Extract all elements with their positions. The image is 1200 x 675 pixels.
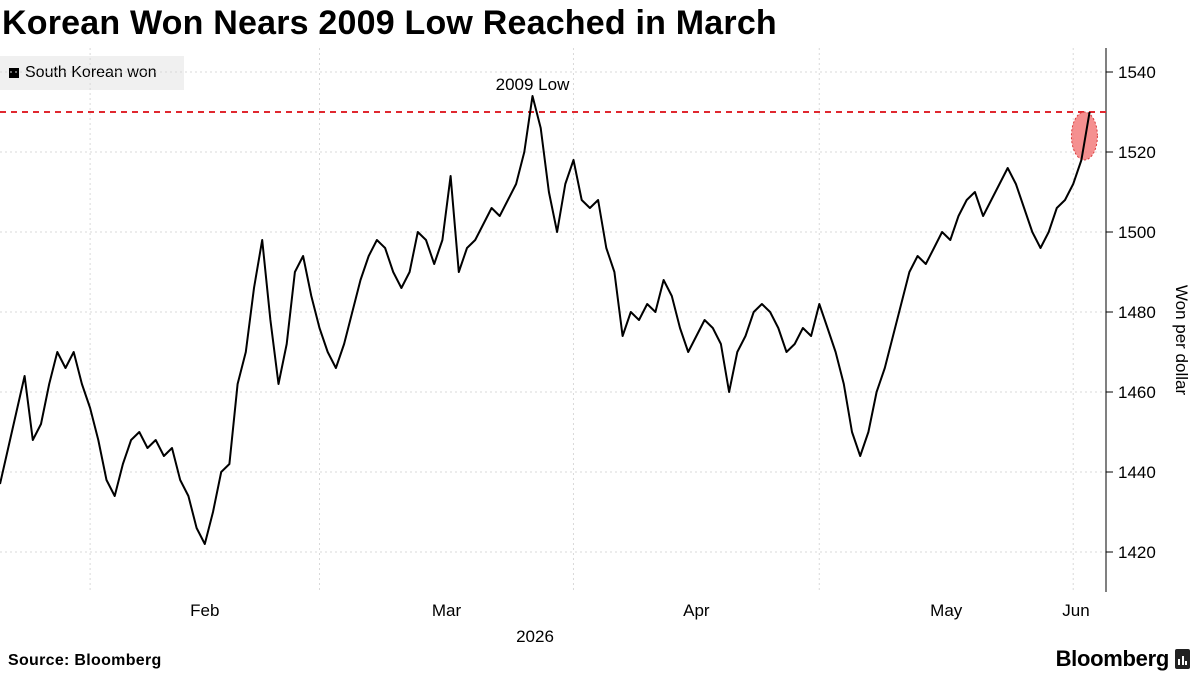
brand-logo: Bloomberg <box>1056 646 1190 672</box>
series-line-south-korean-won <box>0 95 1091 545</box>
x-tick-label: May <box>930 601 963 620</box>
x-tick-label: Jun <box>1062 601 1089 620</box>
y-tick-label: 1540 <box>1118 63 1156 82</box>
y-tick-label: 1520 <box>1118 143 1156 162</box>
brand-name: Bloomberg <box>1055 646 1170 671</box>
annotation-label: 2009 Low <box>496 75 570 94</box>
y-tick-label: 1460 <box>1118 383 1156 402</box>
chart-title: Korean Won Nears 2009 Low Reached in Mar… <box>2 4 777 42</box>
bloomberg-terminal-icon <box>1175 649 1190 669</box>
x-axis: Feb Mar Apr May Jun <box>190 601 1090 620</box>
y-axis-label: Won per dollar <box>1172 285 1191 396</box>
highlight-ellipse <box>1070 111 1098 161</box>
grid <box>0 48 1106 592</box>
source-note: Source: Bloomberg <box>8 652 162 669</box>
y-tick-label: 1440 <box>1118 463 1156 482</box>
y-tick-label: 1500 <box>1118 223 1156 242</box>
y-axis: 1420 1440 1460 1480 1500 1520 1540 <box>1105 48 1156 592</box>
y-tick-label: 1480 <box>1118 303 1156 322</box>
x-tick-label: Apr <box>683 601 710 620</box>
x-tick-label: Mar <box>432 601 462 620</box>
y-tick-label: 1420 <box>1118 543 1156 562</box>
x-tick-label: Feb <box>190 601 219 620</box>
x-axis-label: 2026 <box>516 627 554 646</box>
legend-swatch <box>9 68 19 78</box>
